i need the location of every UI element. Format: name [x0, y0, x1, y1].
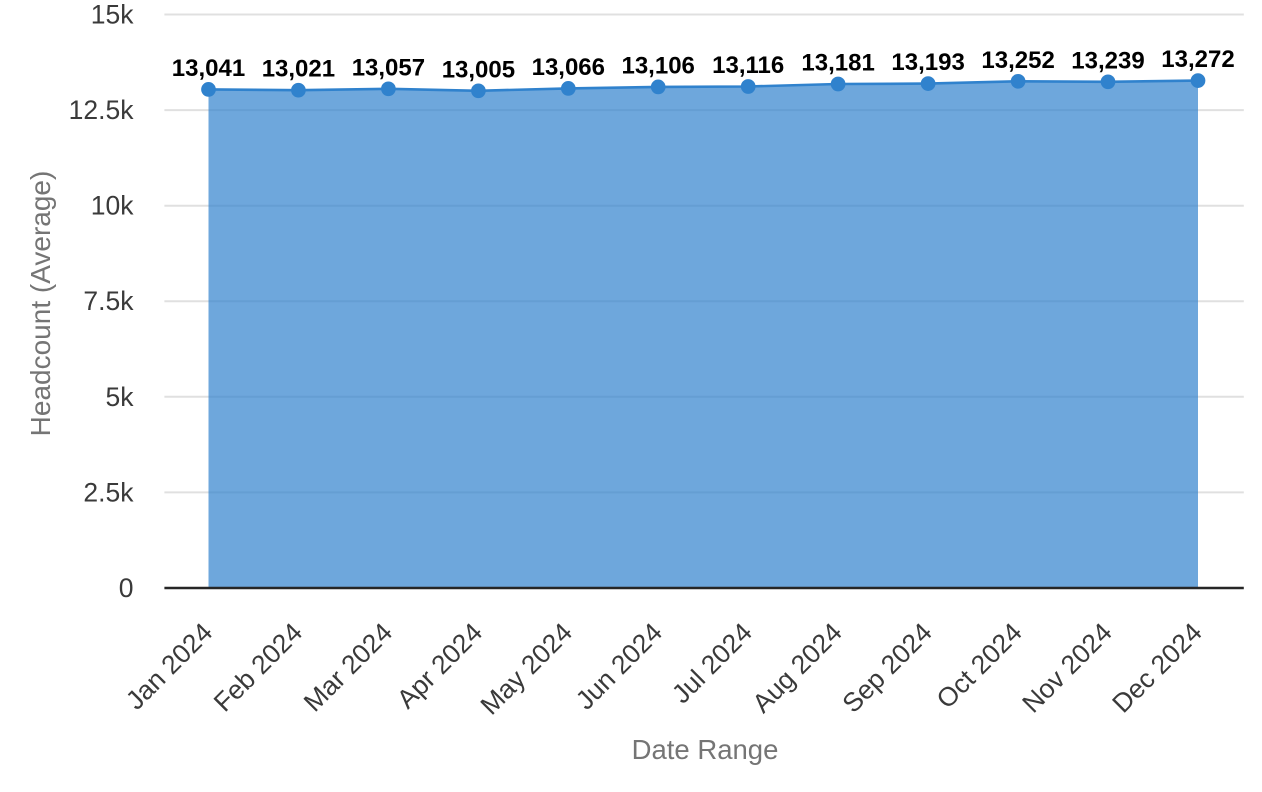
svg-text:13,005: 13,005: [442, 56, 515, 83]
svg-text:2.5k: 2.5k: [83, 477, 134, 507]
svg-text:13,057: 13,057: [352, 54, 425, 81]
svg-text:13,272: 13,272: [1161, 46, 1234, 73]
svg-text:13,066: 13,066: [532, 54, 605, 81]
svg-text:13,193: 13,193: [891, 49, 964, 76]
svg-text:10k: 10k: [91, 191, 134, 221]
svg-text:13,041: 13,041: [172, 55, 245, 82]
svg-text:Date Range: Date Range: [632, 734, 779, 765]
svg-text:13,106: 13,106: [621, 52, 694, 79]
svg-text:Headcount (Average): Headcount (Average): [25, 171, 56, 437]
svg-text:13,181: 13,181: [801, 50, 874, 77]
svg-text:12.5k: 12.5k: [69, 95, 135, 125]
svg-text:13,239: 13,239: [1071, 47, 1144, 74]
svg-text:13,116: 13,116: [712, 52, 784, 79]
svg-text:7.5k: 7.5k: [83, 286, 134, 316]
svg-text:0: 0: [119, 573, 134, 603]
svg-text:5k: 5k: [106, 382, 135, 412]
svg-text:15k: 15k: [91, 0, 134, 30]
svg-text:13,021: 13,021: [262, 56, 335, 83]
svg-text:13,252: 13,252: [981, 47, 1054, 74]
